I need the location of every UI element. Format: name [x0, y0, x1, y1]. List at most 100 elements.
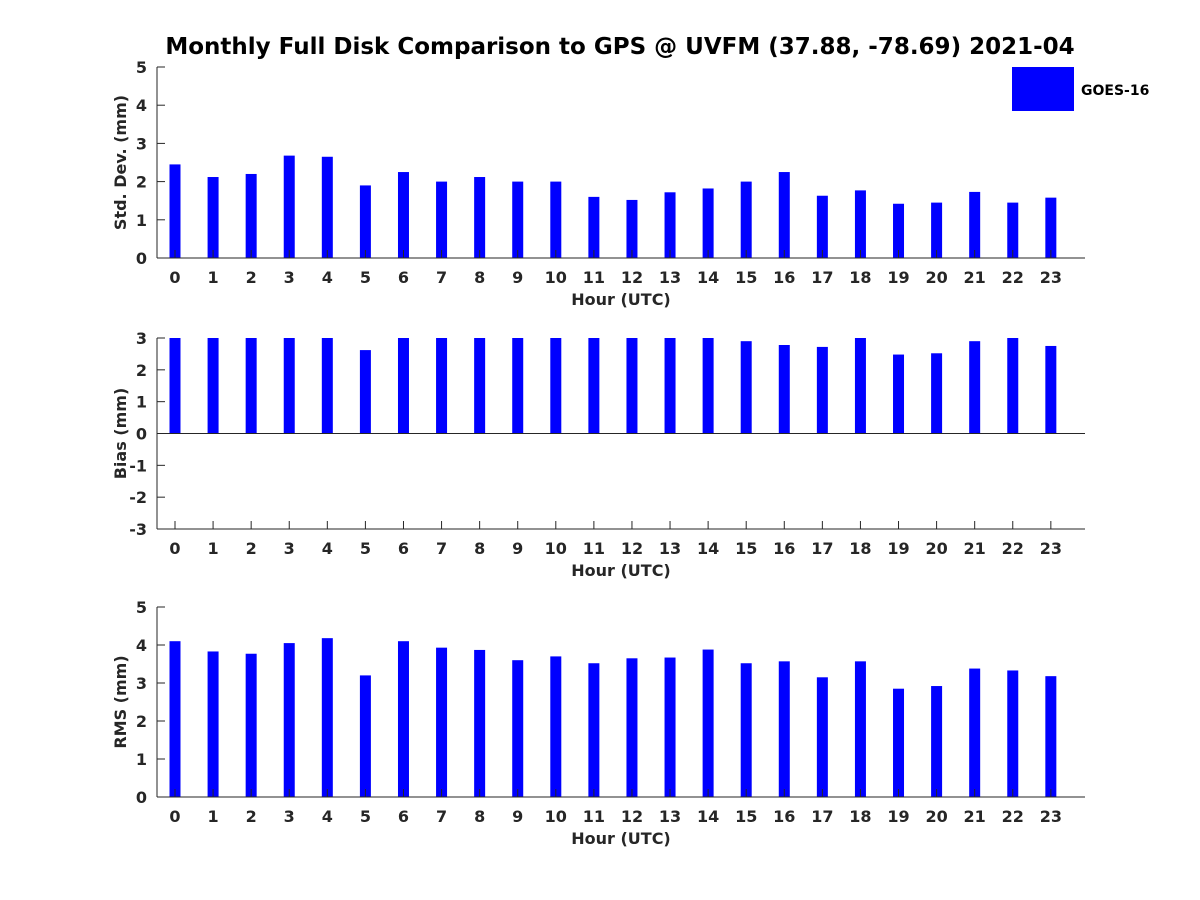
y-tick-label: 4 — [136, 636, 147, 655]
x-tick-label: 10 — [545, 539, 567, 558]
x-tick-label: 6 — [398, 539, 409, 558]
x-tick-label: 3 — [284, 539, 295, 558]
bar-hour-4 — [321, 156, 333, 258]
x-tick-label: 23 — [1040, 268, 1062, 287]
x-tick-label: 19 — [887, 539, 909, 558]
bar-hour-20 — [931, 202, 943, 258]
bar-hour-12 — [626, 199, 638, 258]
bar-hour-9 — [512, 338, 524, 434]
x-tick-label: 20 — [925, 268, 947, 287]
x-tick-label: 9 — [512, 807, 523, 826]
bar-hour-9 — [512, 660, 524, 797]
x-tick-label: 23 — [1040, 807, 1062, 826]
x-tick-label: 2 — [246, 268, 257, 287]
x-tick-label: 3 — [284, 268, 295, 287]
x-tick-label: 22 — [1002, 807, 1024, 826]
bar-hour-13 — [664, 657, 676, 797]
bar-hour-19 — [893, 354, 905, 434]
bar-hour-22 — [1007, 670, 1019, 797]
x-tick-label: 10 — [545, 268, 567, 287]
bar-hour-21 — [969, 191, 981, 258]
y-tick-label: -1 — [129, 456, 147, 475]
bar-hour-8 — [474, 649, 486, 797]
bar-hour-21 — [969, 341, 981, 434]
bar-hour-19 — [893, 688, 905, 797]
x-tick-label: 15 — [735, 807, 757, 826]
bar-hour-23 — [1045, 345, 1057, 434]
x-tick-label: 22 — [1002, 539, 1024, 558]
x-tick-label: 9 — [512, 539, 523, 558]
y-tick-label: 2 — [136, 712, 147, 731]
x-tick-label: 18 — [849, 268, 871, 287]
x-axis-label: Hour (UTC) — [571, 829, 671, 848]
x-tick-label: 10 — [545, 807, 567, 826]
x-tick-label: 14 — [697, 539, 719, 558]
bar-hour-17 — [816, 346, 828, 434]
x-tick-label: 1 — [208, 807, 219, 826]
bar-hour-2 — [245, 653, 257, 797]
x-tick-label: 19 — [887, 268, 909, 287]
bar-hour-0 — [169, 164, 181, 258]
bar-hour-10 — [550, 181, 562, 258]
bar-hour-7 — [436, 338, 448, 434]
x-tick-label: 7 — [436, 268, 447, 287]
x-tick-label: 21 — [964, 268, 986, 287]
x-tick-label: 6 — [398, 268, 409, 287]
x-axis-label: Hour (UTC) — [571, 561, 671, 580]
x-tick-label: 20 — [925, 539, 947, 558]
x-tick-label: 0 — [169, 539, 180, 558]
x-tick-label: 21 — [964, 539, 986, 558]
x-tick-label: 2 — [246, 807, 257, 826]
bar-hour-13 — [664, 338, 676, 434]
bar-hour-23 — [1045, 197, 1057, 258]
x-tick-label: 11 — [583, 539, 605, 558]
x-tick-label: 17 — [811, 268, 833, 287]
x-tick-label: 13 — [659, 539, 681, 558]
bar-hour-8 — [474, 338, 486, 434]
bar-hour-0 — [169, 338, 181, 434]
bar-hour-3 — [283, 155, 295, 258]
bar-hour-14 — [702, 338, 714, 434]
bar-hour-6 — [397, 338, 409, 434]
x-tick-label: 12 — [621, 807, 643, 826]
bar-hour-17 — [816, 195, 828, 258]
x-tick-label: 4 — [322, 268, 333, 287]
x-tick-label: 5 — [360, 807, 371, 826]
bar-hour-22 — [1007, 338, 1019, 434]
x-tick-label: 8 — [474, 268, 485, 287]
legend-swatch — [1012, 67, 1074, 111]
bar-hour-1 — [207, 177, 219, 258]
bar-hour-12 — [626, 658, 638, 797]
bar-hour-4 — [321, 638, 333, 797]
bar-hour-3 — [283, 643, 295, 797]
bar-hour-1 — [207, 338, 219, 434]
x-tick-label: 17 — [811, 539, 833, 558]
x-tick-label: 2 — [246, 539, 257, 558]
y-tick-label: 5 — [136, 598, 147, 617]
bar-hour-18 — [854, 661, 866, 797]
x-tick-label: 4 — [322, 807, 333, 826]
bar-hour-7 — [436, 181, 448, 258]
x-tick-label: 7 — [436, 539, 447, 558]
x-tick-label: 13 — [659, 807, 681, 826]
x-tick-label: 8 — [474, 807, 485, 826]
y-tick-label: 2 — [136, 361, 147, 380]
x-tick-label: 22 — [1002, 268, 1024, 287]
bar-hour-5 — [359, 675, 371, 797]
bar-hour-22 — [1007, 202, 1019, 258]
x-tick-label: 0 — [169, 807, 180, 826]
bar-hour-20 — [931, 686, 943, 797]
bar-hour-11 — [588, 196, 600, 258]
bar-hour-5 — [359, 350, 371, 434]
x-tick-label: 8 — [474, 539, 485, 558]
bar-hour-10 — [550, 338, 562, 434]
x-axis-label: Hour (UTC) — [571, 290, 671, 309]
bar-hour-2 — [245, 338, 257, 434]
y-tick-label: 4 — [136, 96, 147, 115]
bar-hour-6 — [397, 172, 409, 258]
bar-hour-16 — [778, 172, 790, 258]
bar-hour-15 — [740, 181, 752, 258]
x-tick-label: 18 — [849, 807, 871, 826]
